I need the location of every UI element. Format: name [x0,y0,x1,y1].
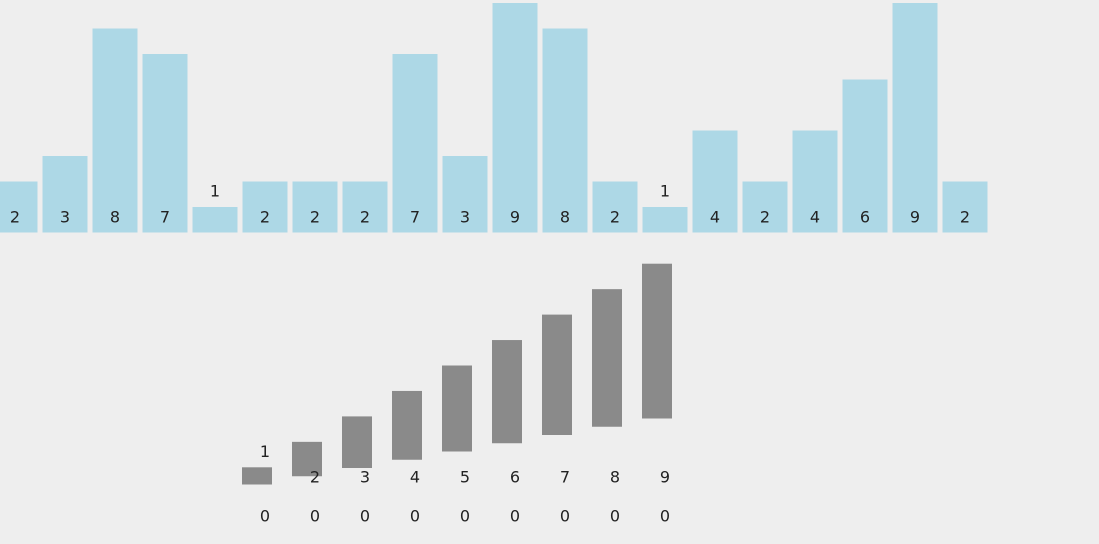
array-value-label: 7 [410,208,420,227]
array-bar [792,130,838,233]
bucket-key-label: 2 [310,468,320,487]
array-bar [92,28,138,233]
bucket-key-label: 3 [360,468,370,487]
array-bar [592,181,638,233]
array-bar [742,181,788,233]
array-value-label: 6 [860,208,870,227]
bucket-bar [642,263,672,419]
array-bar [442,156,488,233]
array-value-label: 1 [660,182,670,201]
array-bar [192,207,238,233]
bucket-bar [242,467,272,485]
bucket-bar [442,365,472,452]
bucket-count-label: 0 [260,507,270,526]
bucket-key-label: 4 [410,468,420,487]
array-value-label: 8 [560,208,570,227]
array-bar [0,181,38,233]
array-value-label: 8 [110,208,120,227]
array-bar [892,3,938,233]
bucket-key-label: 9 [660,468,670,487]
bucket-count-label: 0 [310,507,320,526]
bucket-bar [392,390,422,460]
bucket-bar [292,441,322,477]
array-value-label: 2 [310,208,320,227]
bucket-count-label: 0 [410,507,420,526]
array-bar [42,156,88,233]
bucket-key-label: 1 [260,442,270,461]
bucket-count-label: 0 [460,507,470,526]
array-value-label: 2 [10,208,20,227]
array-value-label: 2 [960,208,970,227]
array-bar [142,54,188,233]
array-bar [642,207,688,233]
array-value-label: 2 [760,208,770,227]
array-bar [292,181,338,233]
array-bar [342,181,388,233]
array-value-label: 2 [260,208,270,227]
bucket-bar [542,314,572,435]
bucket-key-label: 8 [610,468,620,487]
array-value-label: 2 [360,208,370,227]
bucket-count-label: 0 [360,507,370,526]
array-value-label: 3 [460,208,470,227]
array-bar [942,181,988,233]
array-bar [242,181,288,233]
array-bar [692,130,738,233]
array-value-label: 3 [60,208,70,227]
array-value-label: 4 [710,208,720,227]
bucket-count-label: 0 [610,507,620,526]
array-value-label: 2 [610,208,620,227]
bucket-bar [592,289,622,427]
array-value-label: 7 [160,208,170,227]
bucket-count-label: 0 [510,507,520,526]
array-bar [392,54,438,233]
array-bar [542,28,588,233]
bucket-key-label: 6 [510,468,520,487]
array-value-label: 9 [510,208,520,227]
array-bar [492,3,538,233]
array-value-label: 9 [910,208,920,227]
array-value-label: 1 [210,182,220,201]
array-value-label: 4 [810,208,820,227]
bucket-key-label: 5 [460,468,470,487]
bucket-bar [492,340,522,444]
bucket-count-label: 0 [560,507,570,526]
bucket-count-label: 0 [660,507,670,526]
array-bar [842,79,888,233]
bucket-bar [342,416,372,468]
bucket-key-label: 7 [560,468,570,487]
